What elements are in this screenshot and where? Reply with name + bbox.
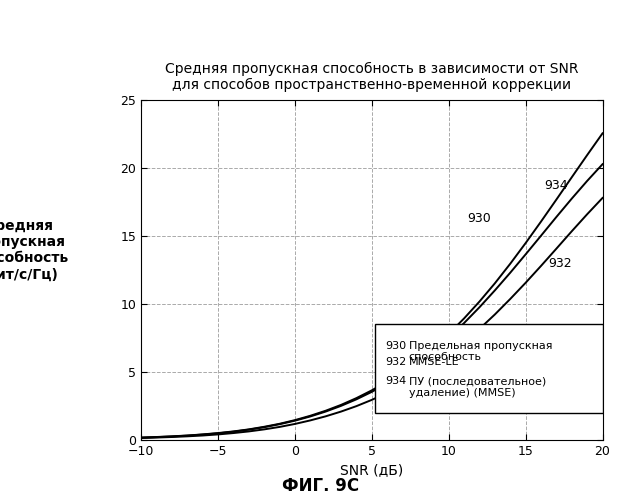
X-axis label: SNR (дБ): SNR (дБ) <box>340 464 403 477</box>
Text: Предельная пропускная
способность: Предельная пропускная способность <box>409 340 552 362</box>
Text: 932: 932 <box>549 257 572 270</box>
Text: ФИГ. 9С: ФИГ. 9С <box>282 477 359 495</box>
Title: Средняя пропускная способность в зависимости от SNR
для способов пространственно: Средняя пропускная способность в зависим… <box>165 62 579 92</box>
Text: ПУ (последовательное)
удаление) (MMSE): ПУ (последовательное) удаление) (MMSE) <box>409 376 546 398</box>
Text: 930: 930 <box>467 212 491 225</box>
Text: Средняя
пропускная
способность
(бит/с/Гц): Средняя пропускная способность (бит/с/Гц… <box>0 218 69 282</box>
FancyBboxPatch shape <box>375 324 603 413</box>
Text: 932: 932 <box>386 357 407 367</box>
Text: 930: 930 <box>386 340 407 350</box>
Text: 934: 934 <box>386 376 407 386</box>
Text: 934: 934 <box>544 180 568 192</box>
Text: MMSE-LE: MMSE-LE <box>409 357 460 367</box>
